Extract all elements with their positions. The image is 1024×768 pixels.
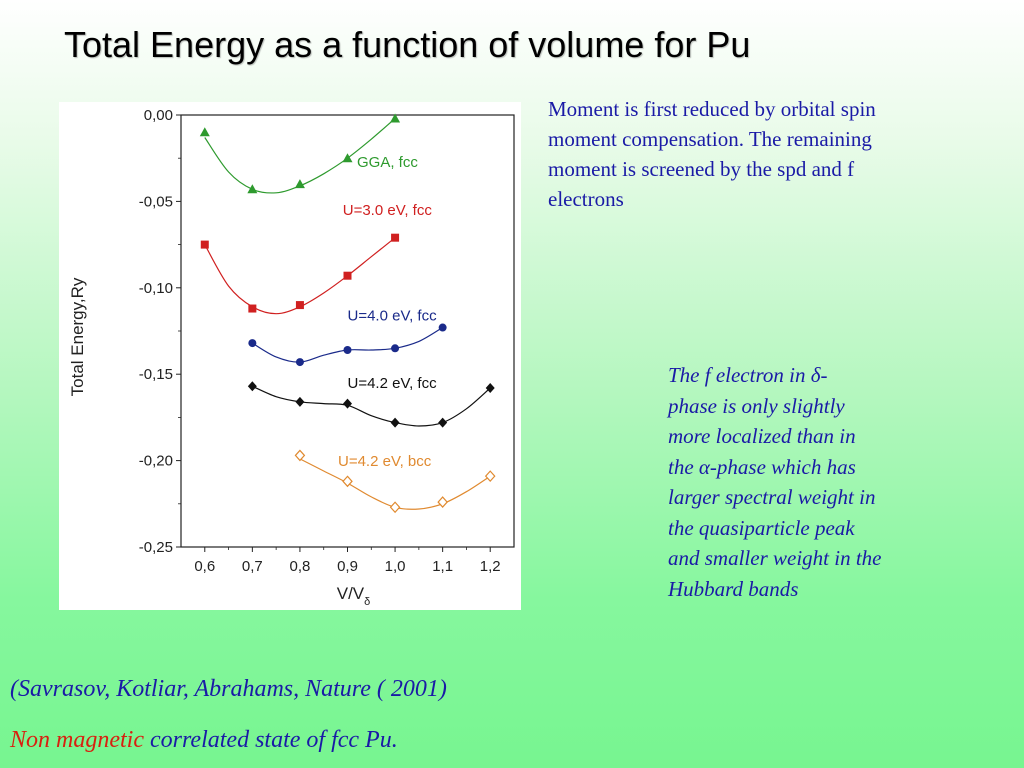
- slide-title: Total Energy as a function of volume for…: [64, 24, 751, 65]
- data-point: [199, 127, 210, 137]
- data-point: [484, 470, 496, 483]
- data-point: [200, 240, 209, 249]
- x-axis-label-subscript: δ: [364, 596, 370, 608]
- data-point: [295, 396, 305, 407]
- data-point: [391, 344, 400, 353]
- series-label: GGA, fcc: [357, 154, 418, 171]
- x-tick-label: 1,0: [385, 558, 406, 575]
- y-tick-label: -0,05: [139, 193, 173, 210]
- x-tick-label: 0,9: [337, 558, 358, 575]
- data-point: [247, 184, 258, 194]
- moment-note-line: electrons: [548, 187, 624, 211]
- data-point: [390, 417, 400, 428]
- series-line: [252, 326, 443, 363]
- data-point: [342, 475, 353, 488]
- f-electron-note-line: The f electron in δ-: [668, 363, 828, 387]
- x-tick-label: 0,8: [289, 558, 310, 575]
- energy-volume-chart: 0,6 0,7 0,8 0,9 1,0 1,1 1,2 0,00 -0,05 -0,10 -0,15…: [59, 102, 521, 610]
- y-tick-label: -0,15: [139, 366, 173, 383]
- x-tick-label: 0,6: [194, 558, 215, 575]
- data-point: [437, 496, 448, 508]
- data-point: [294, 179, 305, 189]
- moment-note-line: moment compensation. The remaining: [548, 127, 872, 151]
- f-electron-note-line: the α-phase which has: [668, 454, 856, 479]
- x-axis-label: V/Vδ: [337, 584, 371, 608]
- moment-note-line: moment is screened by the spd and f: [548, 157, 855, 181]
- y-tick-label: 0,00: [144, 107, 173, 124]
- series-line: [252, 385, 491, 427]
- data-point: [438, 323, 447, 332]
- data-point: [389, 501, 401, 514]
- f-electron-note-line: the quasiparticle peak: [668, 515, 855, 540]
- f-electron-note-line: and smaller weight in the: [668, 546, 882, 570]
- f-electron-note: The f electron in δ- phase is only sligh…: [668, 360, 968, 604]
- f-electron-note-line: larger spectral weight in: [668, 485, 876, 509]
- y-tick-label: -0,25: [139, 539, 173, 556]
- moment-note: Moment is first reduced by orbital spin …: [548, 94, 968, 214]
- x-tick-label: 1,2: [480, 558, 501, 575]
- data-point: [295, 301, 304, 310]
- series-label: U=4.2 eV, bcc: [338, 453, 432, 470]
- x-tick-label: 1,1: [432, 558, 453, 575]
- moment-note-line: Moment is first reduced by orbital spin: [548, 97, 876, 121]
- f-electron-note-line: more localized than in: [668, 424, 856, 448]
- chart-series-labels: GGA, fcc U=3.0 eV, fcc U=4.0 eV, fcc U=4.2 …: [338, 154, 437, 470]
- chart-markers: [199, 113, 496, 514]
- x-tick-label: 0,7: [242, 558, 263, 575]
- state-caption-highlight: Non magnetic: [10, 727, 144, 753]
- data-point: [247, 381, 257, 392]
- data-point: [343, 271, 352, 280]
- f-electron-note-line: Hubbard bands: [668, 576, 799, 601]
- data-point: [294, 449, 306, 462]
- data-point: [295, 358, 304, 367]
- f-electron-note-line: phase is only slightly: [668, 393, 845, 418]
- data-point: [343, 346, 352, 355]
- data-point: [248, 339, 257, 348]
- chart-axes: 0,6 0,7 0,8 0,9 1,0 1,1 1,2 0,00 -0,05 -0,10 -0,15…: [68, 107, 515, 608]
- series-label: U=4.2 eV, fcc: [348, 375, 438, 392]
- data-point: [391, 233, 400, 242]
- data-point: [342, 153, 353, 163]
- series-label: U=4.0 eV, fcc: [348, 308, 438, 325]
- data-point: [248, 304, 257, 313]
- citation: (Savrasov, Kotliar, Abrahams, Nature ( 2…: [10, 676, 447, 702]
- data-point: [343, 398, 352, 409]
- state-caption: Non magnetic correlated state of fcc Pu.: [10, 727, 398, 754]
- series-label: U=3.0 eV, fcc: [343, 202, 433, 219]
- data-point: [438, 417, 448, 428]
- data-point: [390, 113, 401, 123]
- y-axis-label: Total Energy,Ry: [68, 277, 87, 396]
- y-tick-label: -0,10: [139, 280, 173, 297]
- chart-svg: 0,6 0,7 0,8 0,9 1,0 1,1 1,2 0,00 -0,05 -0,10 -0,15…: [68, 107, 515, 608]
- data-point: [485, 383, 495, 394]
- state-caption-rest: correlated state of fcc Pu.: [143, 727, 398, 753]
- y-tick-label: -0,20: [139, 453, 173, 470]
